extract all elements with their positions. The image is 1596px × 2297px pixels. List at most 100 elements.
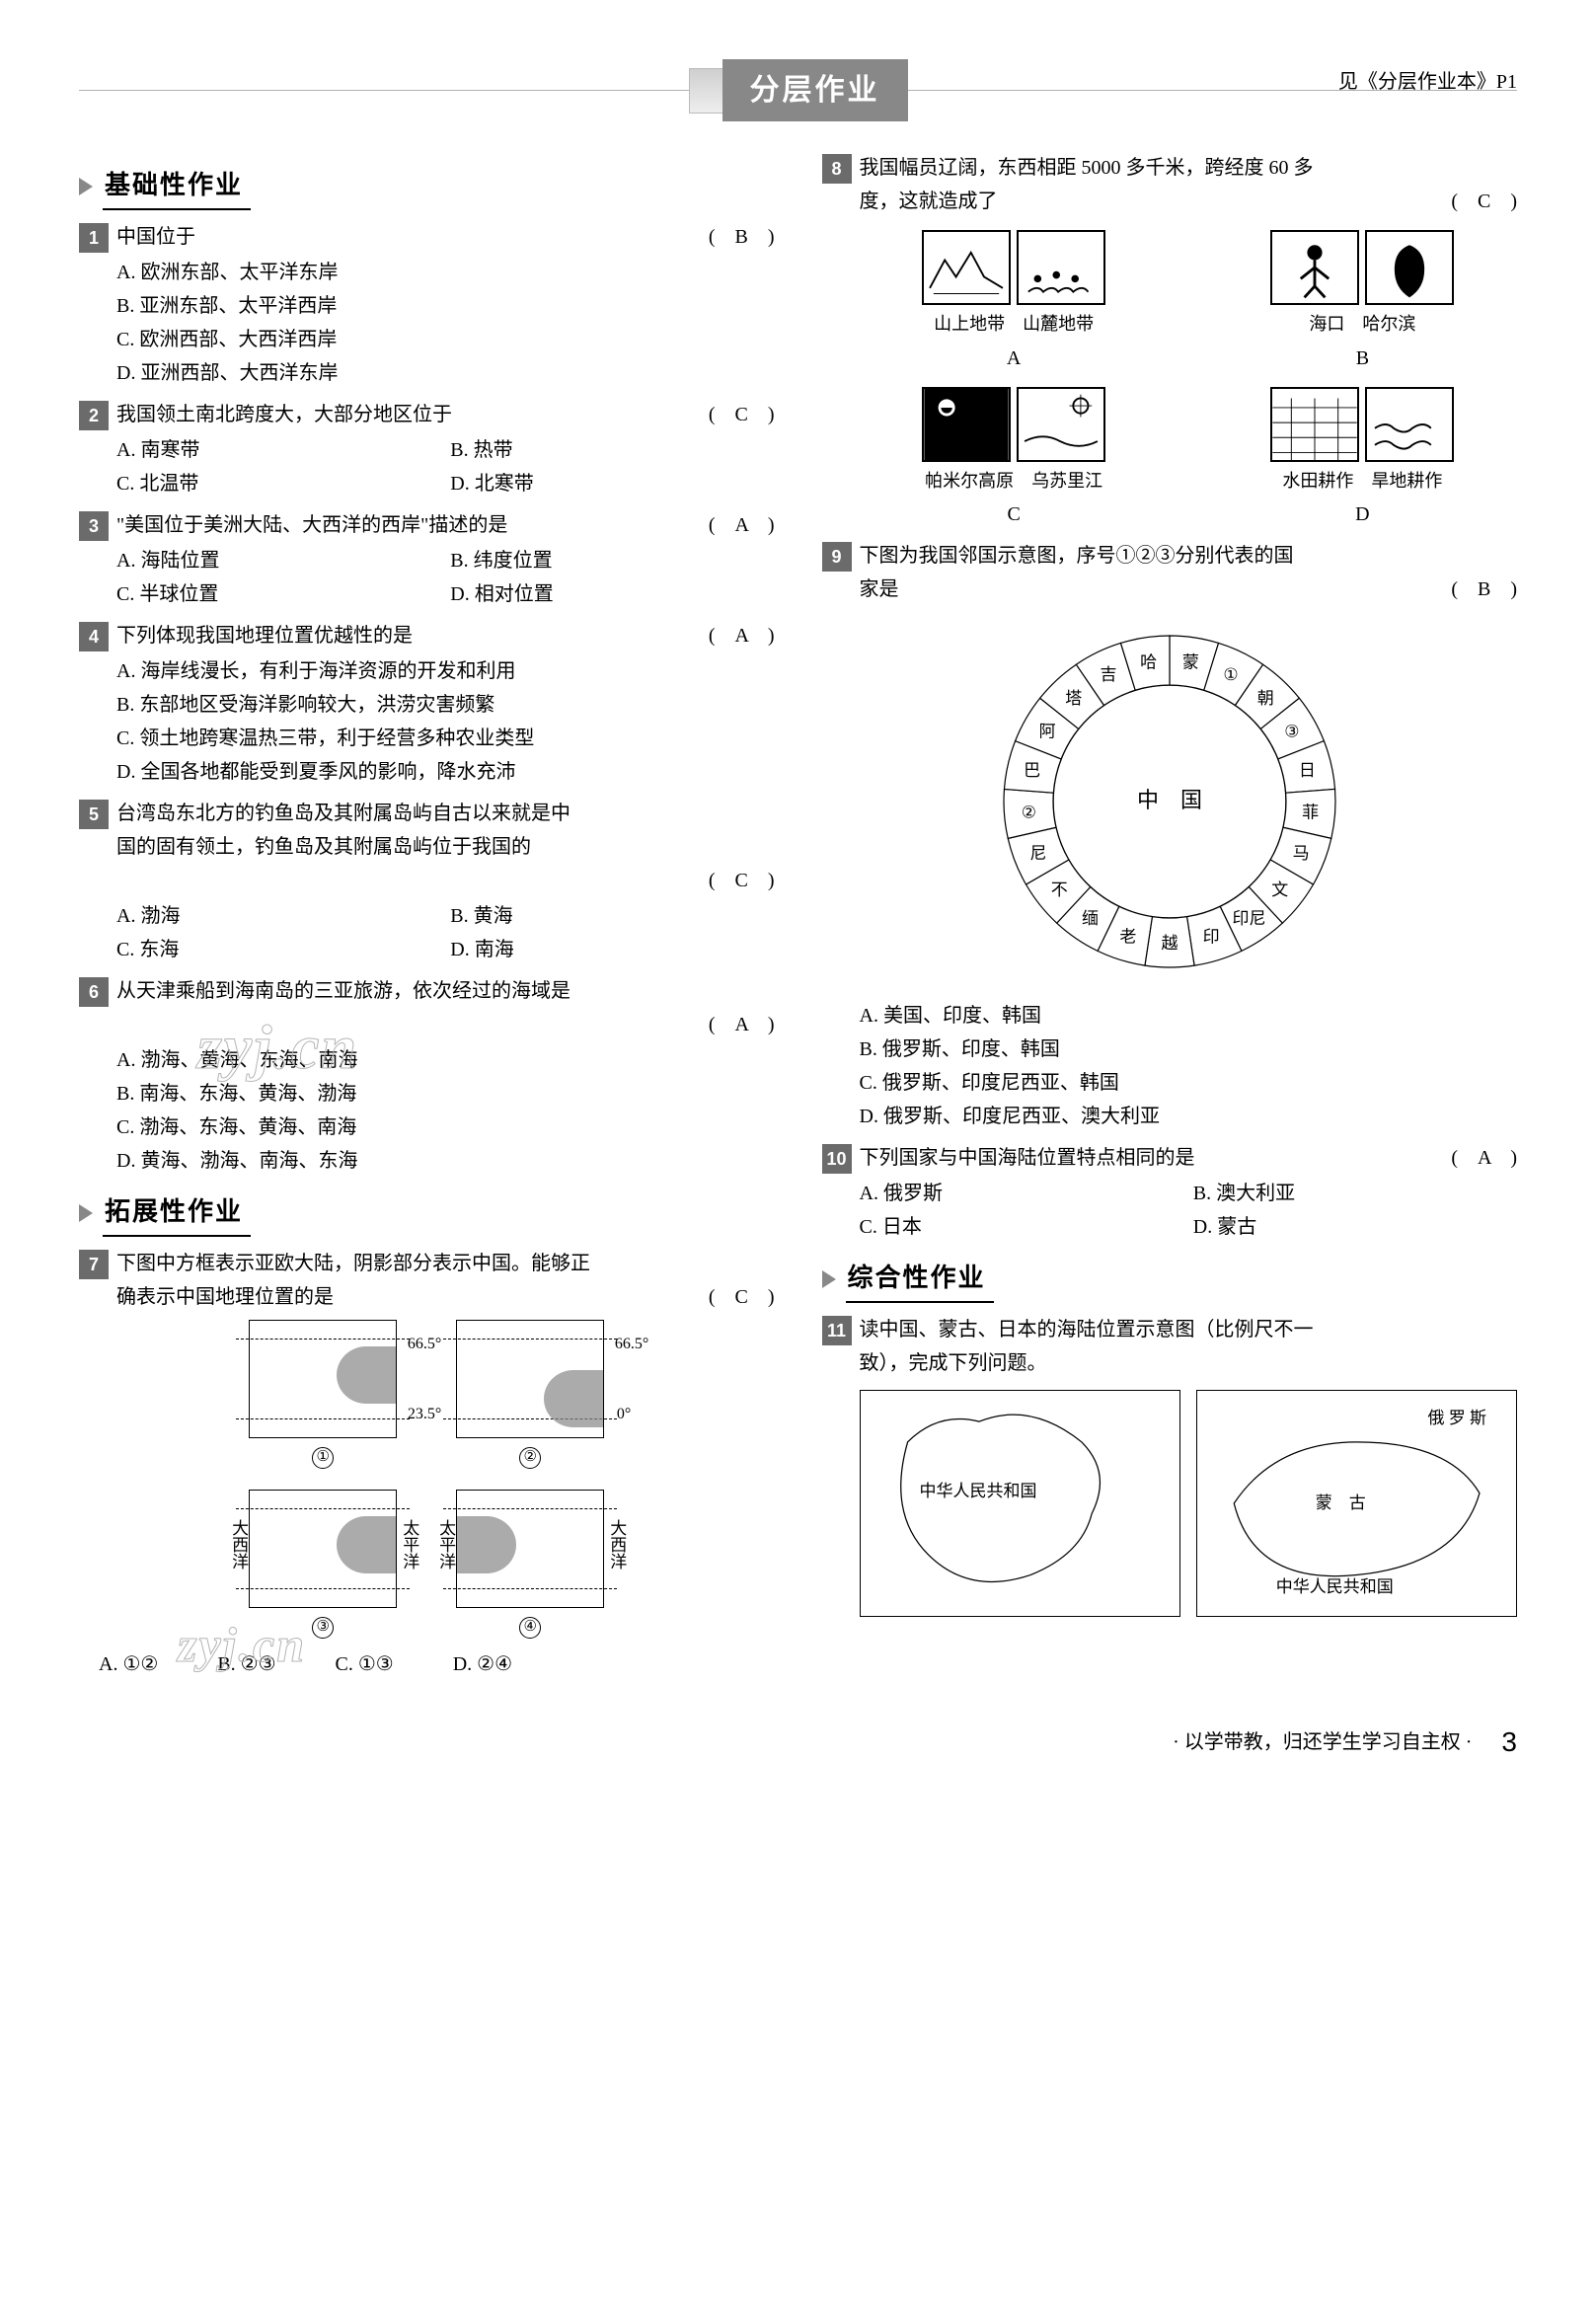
option: A. 俄罗斯 — [860, 1177, 1183, 1210]
option: B. 南海、东海、黄海、渤海 — [116, 1077, 775, 1110]
figure-caption: 旱地耕作 — [1371, 471, 1442, 491]
question-9: 9 下图为我国邻国示意图，序号①②③分别代表的国 家是 ( B ) 中 国 蒙①… — [822, 539, 1518, 1133]
figure-group-c: 帕米尔高原 乌苏里江 C — [860, 387, 1169, 532]
answer: B — [1478, 578, 1490, 600]
answer: A — [1478, 1147, 1490, 1169]
option: B. 亚洲东部、太平洋西岸 — [116, 289, 775, 323]
option: D. 相对位置 — [450, 577, 774, 611]
options: A. 海岸线漫长，有利于海洋资源的开发和利用 B. 东部地区受海洋影响较大，洪涝… — [79, 654, 775, 789]
map-label: 中华人民共和国 — [1276, 1573, 1394, 1602]
lat-label: 23.5° — [408, 1401, 441, 1427]
answer: A — [734, 625, 747, 647]
ring-label: 老 — [1119, 928, 1136, 947]
figure-icon — [1365, 387, 1454, 462]
options: A. ①② B. ②③ C. ①③ D. ②④ — [79, 1647, 775, 1681]
question-stem: "美国位于美洲大陆、大西洋的西岸"描述的是 — [116, 508, 701, 542]
circled-number: ③ — [312, 1617, 334, 1639]
option: A. 欧洲东部、太平洋东岸 — [116, 256, 775, 289]
question-stem: 下列体现我国地理位置优越性的是 — [116, 619, 701, 652]
map-china: 中华人民共和国 — [860, 1390, 1180, 1617]
question-stem: 从天津乘船到海南岛的三亚旅游，依次经过的海域是 — [116, 974, 775, 1008]
ring-label: 不 — [1050, 881, 1067, 899]
options: A. 渤海、黄海、东海、南海 B. 南海、东海、黄海、渤海 C. 渤海、东海、黄… — [79, 1043, 775, 1178]
option: A. 南寒带 — [116, 433, 440, 467]
option-letter: A — [860, 342, 1169, 375]
option-letter: B — [1208, 342, 1517, 375]
ring-label: 阿 — [1038, 723, 1055, 741]
figure-group-b: 海口 哈尔滨 B — [1208, 230, 1517, 375]
options: A. 南寒带 B. 热带 C. 北温带 D. 北寒带 — [79, 433, 775, 500]
figure-group-d: 水田耕作 旱地耕作 D — [1208, 387, 1517, 532]
section-basic: 基础性作业 — [79, 163, 775, 210]
page-footer: · 以学带教，归还学生学习自主权 · 3 — [79, 1719, 1517, 1766]
ring-label: ② — [1022, 804, 1036, 822]
option: D. 南海 — [450, 933, 774, 966]
answer-slot: ( C ) — [709, 864, 775, 897]
option: D. 亚洲西部、大西洋东岸 — [116, 356, 775, 390]
ocean-label: 太平洋 — [394, 1519, 422, 1570]
section-extend: 拓展性作业 — [79, 1189, 775, 1237]
question-number: 5 — [79, 800, 109, 829]
question-4: 4 下列体现我国地理位置优越性的是 ( A ) A. 海岸线漫长，有利于海洋资源… — [79, 619, 775, 789]
option: C. 俄罗斯、印度尼西亚、韩国 — [860, 1066, 1518, 1100]
left-column: 基础性作业 1 中国位于 ( B ) A. 欧洲东部、太平洋东岸 B. 亚洲东部… — [79, 151, 775, 1689]
question-number: 11 — [822, 1316, 852, 1345]
question-3: 3 "美国位于美洲大陆、大西洋的西岸"描述的是 ( A ) A. 海陆位置 B.… — [79, 508, 775, 611]
rule-left — [79, 90, 689, 91]
option: C. 渤海、东海、黄海、南海 — [116, 1110, 775, 1144]
q9-ring-diagram: 中 国 蒙①朝③日菲马文印尼印越老缅不尼②巴阿塔吉哈 — [822, 614, 1518, 989]
answer-slot: ( A ) — [709, 1008, 775, 1041]
options: A. 海陆位置 B. 纬度位置 C. 半球位置 D. 相对位置 — [79, 544, 775, 611]
question-stem: 我国领土南北跨度大，大部分地区位于 — [116, 398, 701, 431]
question-stem: 确表示中国地理位置的是 — [116, 1280, 701, 1314]
answer: A — [734, 1014, 747, 1035]
figure-icon — [922, 230, 1011, 305]
question-number: 3 — [79, 511, 109, 541]
option: C. 东海 — [116, 933, 440, 966]
figure-icon — [1017, 230, 1105, 305]
ring-label: 日 — [1299, 761, 1316, 780]
figure-group-a: 山上地带 山麓地带 A — [860, 230, 1169, 375]
q7-diagram: 66.5° 23.5° ① 66.5° 0° — [79, 1320, 775, 1642]
answer-slot: ( A ) — [709, 619, 775, 652]
answer: C — [734, 870, 747, 891]
ring-label: 文 — [1271, 881, 1288, 899]
banner-title: 分层作业 — [722, 59, 908, 121]
options: A. 俄罗斯 B. 澳大利亚 C. 日本 D. 蒙古 — [822, 1177, 1518, 1244]
options: A. 美国、印度、韩国 B. 俄罗斯、印度、韩国 C. 俄罗斯、印度尼西亚、韩国… — [822, 999, 1518, 1133]
option: B. 俄罗斯、印度、韩国 — [860, 1033, 1518, 1066]
figure-caption: 帕米尔高原 — [925, 471, 1014, 491]
ring-label: 马 — [1292, 844, 1309, 863]
question-stem: 度，这就造成了 — [860, 185, 1444, 218]
question-number: 7 — [79, 1250, 109, 1279]
figure-caption: 海口 — [1309, 314, 1344, 334]
option: A. ①② — [99, 1647, 158, 1681]
question-stem: 我国幅员辽阔，东西相距 5000 多千米，跨经度 60 多 — [860, 151, 1518, 185]
figure-caption: 山上地带 — [934, 314, 1005, 334]
option: D. 蒙古 — [1193, 1210, 1517, 1244]
banner-tab-icon — [689, 68, 724, 114]
question-10: 10 下列国家与中国海陆位置特点相同的是 ( A ) A. 俄罗斯 B. 澳大利… — [822, 1141, 1518, 1244]
question-5: 5 台湾岛东北方的钓鱼岛及其附属岛屿自古以来就是中 国的固有领土，钓鱼岛及其附属… — [79, 797, 775, 966]
diagram-box — [249, 1490, 397, 1608]
answer: C — [734, 1286, 747, 1308]
answer-slot: ( B ) — [1451, 573, 1517, 606]
ring-center: 中 国 — [1137, 788, 1202, 812]
question-number: 8 — [822, 154, 852, 184]
option: A. 海陆位置 — [116, 544, 440, 577]
figure-icon — [1365, 230, 1454, 305]
ring-label: 越 — [1161, 934, 1178, 953]
lat-label: 66.5° — [408, 1331, 441, 1357]
ring-label: ① — [1223, 665, 1238, 684]
question-8: 8 我国幅员辽阔，东西相距 5000 多千米，跨经度 60 多 度，这就造成了 … — [822, 151, 1518, 531]
page-banner: 分层作业 见《分层作业本》P1 — [79, 59, 1517, 121]
option: C. 北温带 — [116, 467, 440, 500]
ring-label: 吉 — [1100, 665, 1116, 684]
answer: C — [734, 404, 747, 425]
option: B. ②③ — [217, 1647, 275, 1681]
answer-slot: ( B ) — [709, 220, 775, 254]
option: C. ①③ — [336, 1647, 394, 1681]
map-label: 俄 罗 斯 — [1428, 1405, 1487, 1433]
option: D. 俄罗斯、印度尼西亚、澳大利亚 — [860, 1100, 1518, 1133]
circled-number: ② — [519, 1447, 541, 1469]
